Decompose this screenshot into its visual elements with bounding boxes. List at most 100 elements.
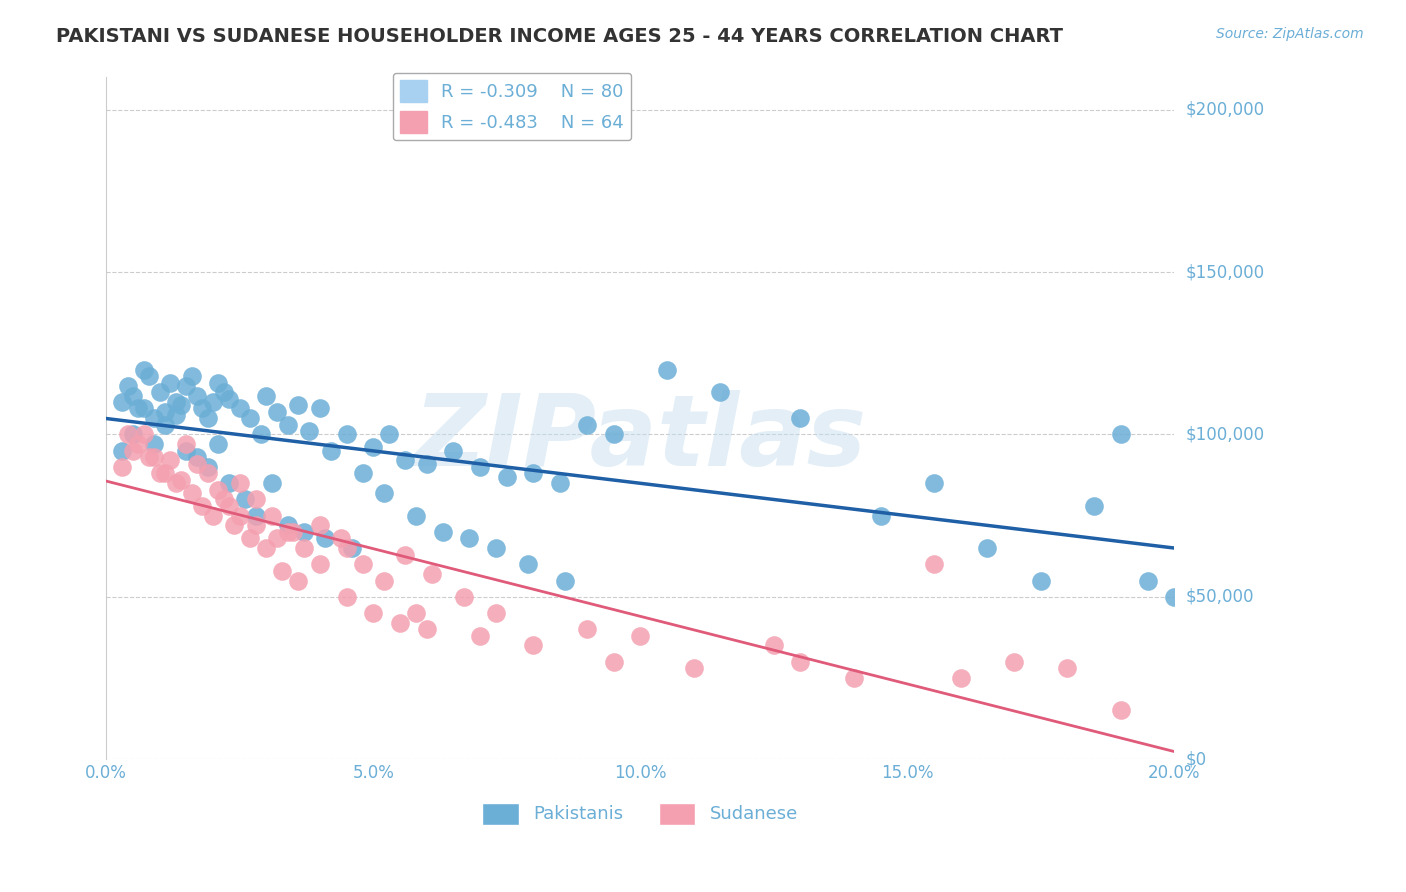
Point bbox=[165, 395, 187, 409]
Point bbox=[415, 622, 437, 636]
Point bbox=[277, 524, 299, 539]
Point bbox=[628, 629, 651, 643]
Point bbox=[153, 467, 176, 481]
Point bbox=[132, 401, 155, 416]
Point bbox=[1083, 499, 1105, 513]
Point bbox=[655, 362, 678, 376]
Point bbox=[122, 388, 145, 402]
Point bbox=[922, 476, 945, 491]
Point bbox=[485, 606, 508, 620]
Point bbox=[218, 499, 240, 513]
Point bbox=[352, 558, 374, 572]
Point bbox=[149, 467, 172, 481]
Point bbox=[388, 615, 411, 630]
Point bbox=[254, 388, 277, 402]
Point bbox=[330, 531, 353, 545]
Point bbox=[149, 385, 172, 400]
Point bbox=[394, 453, 416, 467]
Point bbox=[207, 376, 229, 390]
Point bbox=[789, 411, 811, 425]
Point bbox=[207, 483, 229, 497]
Point bbox=[186, 457, 208, 471]
Point bbox=[229, 476, 252, 491]
Point bbox=[271, 564, 294, 578]
Point bbox=[191, 499, 214, 513]
Point bbox=[153, 405, 176, 419]
Point bbox=[405, 508, 427, 523]
Point bbox=[554, 574, 576, 588]
Legend: Pakistanis, Sudanese: Pakistanis, Sudanese bbox=[475, 796, 806, 831]
Point bbox=[229, 401, 252, 416]
Point bbox=[575, 417, 598, 432]
Point bbox=[277, 417, 299, 432]
Point bbox=[143, 411, 166, 425]
Point bbox=[191, 401, 214, 416]
Point bbox=[233, 492, 256, 507]
Point bbox=[1163, 590, 1185, 604]
Point bbox=[212, 385, 235, 400]
Point bbox=[287, 398, 309, 412]
Point bbox=[239, 531, 262, 545]
Point bbox=[308, 518, 330, 533]
Point bbox=[308, 401, 330, 416]
Point bbox=[869, 508, 891, 523]
Point bbox=[394, 548, 416, 562]
Text: ZIPatlas: ZIPatlas bbox=[413, 390, 866, 487]
Point bbox=[153, 417, 176, 432]
Point bbox=[165, 408, 187, 422]
Point bbox=[239, 411, 262, 425]
Point bbox=[132, 362, 155, 376]
Point bbox=[260, 476, 283, 491]
Point bbox=[373, 574, 395, 588]
Text: $200,000: $200,000 bbox=[1185, 101, 1264, 119]
Point bbox=[281, 524, 304, 539]
Point bbox=[453, 590, 475, 604]
Point bbox=[522, 467, 544, 481]
Point bbox=[260, 508, 283, 523]
Point bbox=[292, 541, 315, 555]
Point bbox=[212, 492, 235, 507]
Point bbox=[176, 437, 198, 451]
Point bbox=[202, 395, 225, 409]
Point bbox=[127, 401, 149, 416]
Point bbox=[122, 427, 145, 442]
Point bbox=[132, 427, 155, 442]
Point bbox=[458, 531, 481, 545]
Point bbox=[468, 629, 491, 643]
Point bbox=[949, 671, 972, 685]
Point bbox=[277, 518, 299, 533]
Text: $0: $0 bbox=[1185, 750, 1206, 768]
Point bbox=[143, 450, 166, 465]
Text: $150,000: $150,000 bbox=[1185, 263, 1264, 281]
Point bbox=[415, 457, 437, 471]
Point bbox=[361, 441, 384, 455]
Point bbox=[522, 639, 544, 653]
Point bbox=[229, 508, 252, 523]
Point bbox=[517, 558, 540, 572]
Point bbox=[250, 427, 273, 442]
Point bbox=[218, 476, 240, 491]
Point bbox=[468, 459, 491, 474]
Point bbox=[266, 405, 288, 419]
Text: $50,000: $50,000 bbox=[1185, 588, 1254, 606]
Point bbox=[361, 606, 384, 620]
Point bbox=[373, 486, 395, 500]
Point bbox=[682, 661, 704, 675]
Point bbox=[170, 398, 193, 412]
Point bbox=[1002, 655, 1025, 669]
Point bbox=[165, 476, 187, 491]
Point bbox=[405, 606, 427, 620]
Point bbox=[335, 590, 357, 604]
Point bbox=[159, 376, 181, 390]
Point bbox=[789, 655, 811, 669]
Point bbox=[176, 378, 198, 392]
Point bbox=[159, 453, 181, 467]
Point bbox=[1056, 661, 1078, 675]
Text: $100,000: $100,000 bbox=[1185, 425, 1264, 443]
Point bbox=[245, 518, 267, 533]
Point bbox=[254, 541, 277, 555]
Point bbox=[420, 567, 443, 582]
Point bbox=[378, 427, 401, 442]
Point bbox=[111, 395, 134, 409]
Point bbox=[180, 369, 202, 384]
